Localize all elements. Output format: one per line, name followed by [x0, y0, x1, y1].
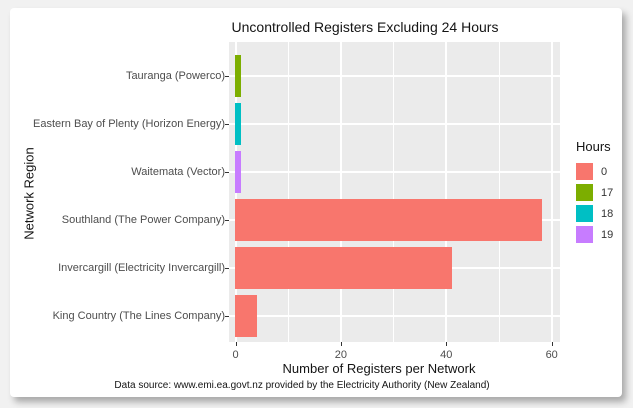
y-axis-tick-mark	[225, 316, 229, 317]
y-axis-tick-label: Southland (The Power Company)	[61, 214, 225, 226]
y-axis-tick-mark	[225, 124, 229, 125]
bar	[235, 55, 241, 97]
bar	[235, 151, 241, 193]
bar	[235, 295, 257, 337]
bar	[235, 199, 542, 241]
y-axis-tick-mark	[225, 76, 229, 77]
legend-entry: 19	[576, 226, 613, 243]
gridline-major-vertical	[339, 42, 342, 342]
legend-entry-label: 18	[601, 207, 614, 220]
bar	[235, 247, 452, 289]
x-axis-tick-mark	[446, 342, 448, 346]
legend-key-swatch	[576, 163, 593, 180]
legend-key-swatch	[576, 184, 593, 201]
legend: Hours 0 17 18 19	[576, 139, 613, 247]
legend-entry-label: 19	[601, 228, 614, 241]
gridline-major-horizontal	[229, 75, 560, 77]
legend-entry: 0	[576, 163, 613, 180]
y-axis-tick-mark	[225, 172, 229, 173]
data-source-caption: Data source: www.emi.ea.govt.nz provided…	[114, 380, 490, 391]
plot-card: Uncontrolled Registers Excluding 24 Hour…	[10, 8, 622, 397]
legend-entry-label: 17	[601, 186, 614, 199]
y-axis-tick-label: Invercargill (Electricity Invercargill)	[58, 262, 225, 274]
x-axis-tick-mark	[235, 342, 237, 346]
gridline-major-horizontal	[229, 315, 560, 317]
x-axis-tick-mark	[340, 342, 342, 346]
gridline-major-horizontal	[229, 171, 560, 173]
legend-entry-label: 0	[601, 165, 608, 178]
chart-title: Uncontrolled Registers Excluding 24 Hour…	[231, 19, 499, 35]
y-axis-tick-label: Tauranga (Powerco)	[125, 70, 225, 82]
plot-panel	[229, 42, 560, 342]
legend-key-swatch	[576, 205, 593, 222]
x-axis-title: Number of Registers per Network	[282, 361, 476, 376]
legend-title: Hours	[576, 139, 611, 154]
x-axis-tick-label: 0	[232, 349, 239, 361]
y-axis-tick-label: King Country (The Lines Company)	[52, 310, 225, 322]
legend-entry: 17	[576, 184, 613, 201]
y-axis-tick-label: Waitemata (Vector)	[131, 166, 225, 178]
y-axis-tick-mark	[225, 220, 229, 221]
bar	[235, 103, 241, 145]
legend-entry: 18	[576, 205, 613, 222]
x-axis-tick-mark	[551, 342, 553, 346]
x-axis-tick-label: 60	[545, 349, 558, 361]
gridline-minor-vertical	[287, 42, 289, 342]
y-axis-labels: Tauranga (Powerco) Eastern Bay of Plenty …	[10, 42, 225, 342]
x-axis-tick-label: 40	[440, 349, 453, 361]
gridline-minor-vertical	[393, 42, 395, 342]
gridline-major-vertical	[550, 42, 553, 342]
x-axis-tick-label: 20	[334, 349, 348, 361]
y-axis-tick-label: Eastern Bay of Plenty (Horizon Energy)	[33, 118, 225, 130]
gridline-major-vertical	[445, 42, 448, 342]
gridline-major-horizontal	[229, 123, 560, 125]
legend-key-swatch	[576, 226, 593, 243]
gridline-minor-vertical	[498, 42, 500, 342]
y-axis-tick-mark	[225, 268, 229, 269]
